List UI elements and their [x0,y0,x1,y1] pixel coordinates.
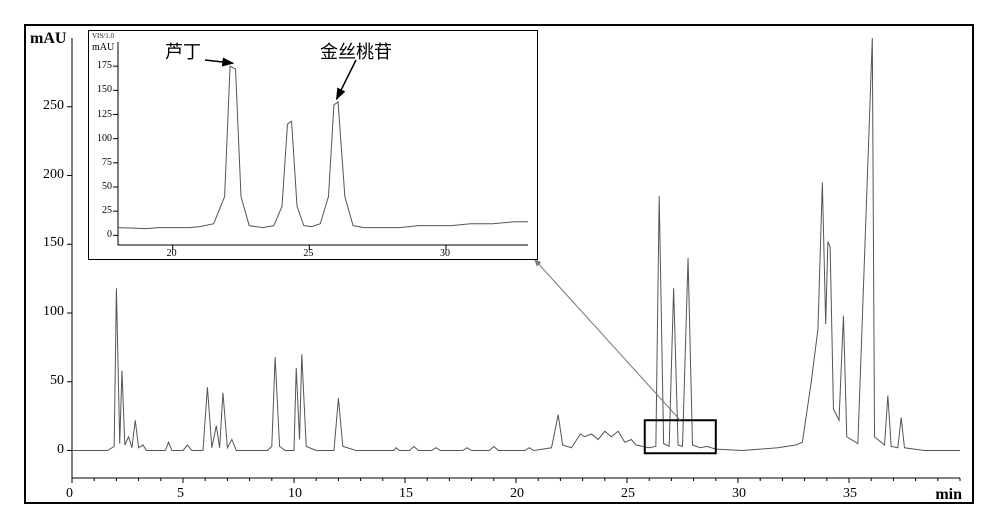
peak-label-1: 金丝桃苷 [320,38,392,64]
peak-label-0: 芦丁 [165,38,201,64]
peak-label-arrows [0,0,1000,526]
